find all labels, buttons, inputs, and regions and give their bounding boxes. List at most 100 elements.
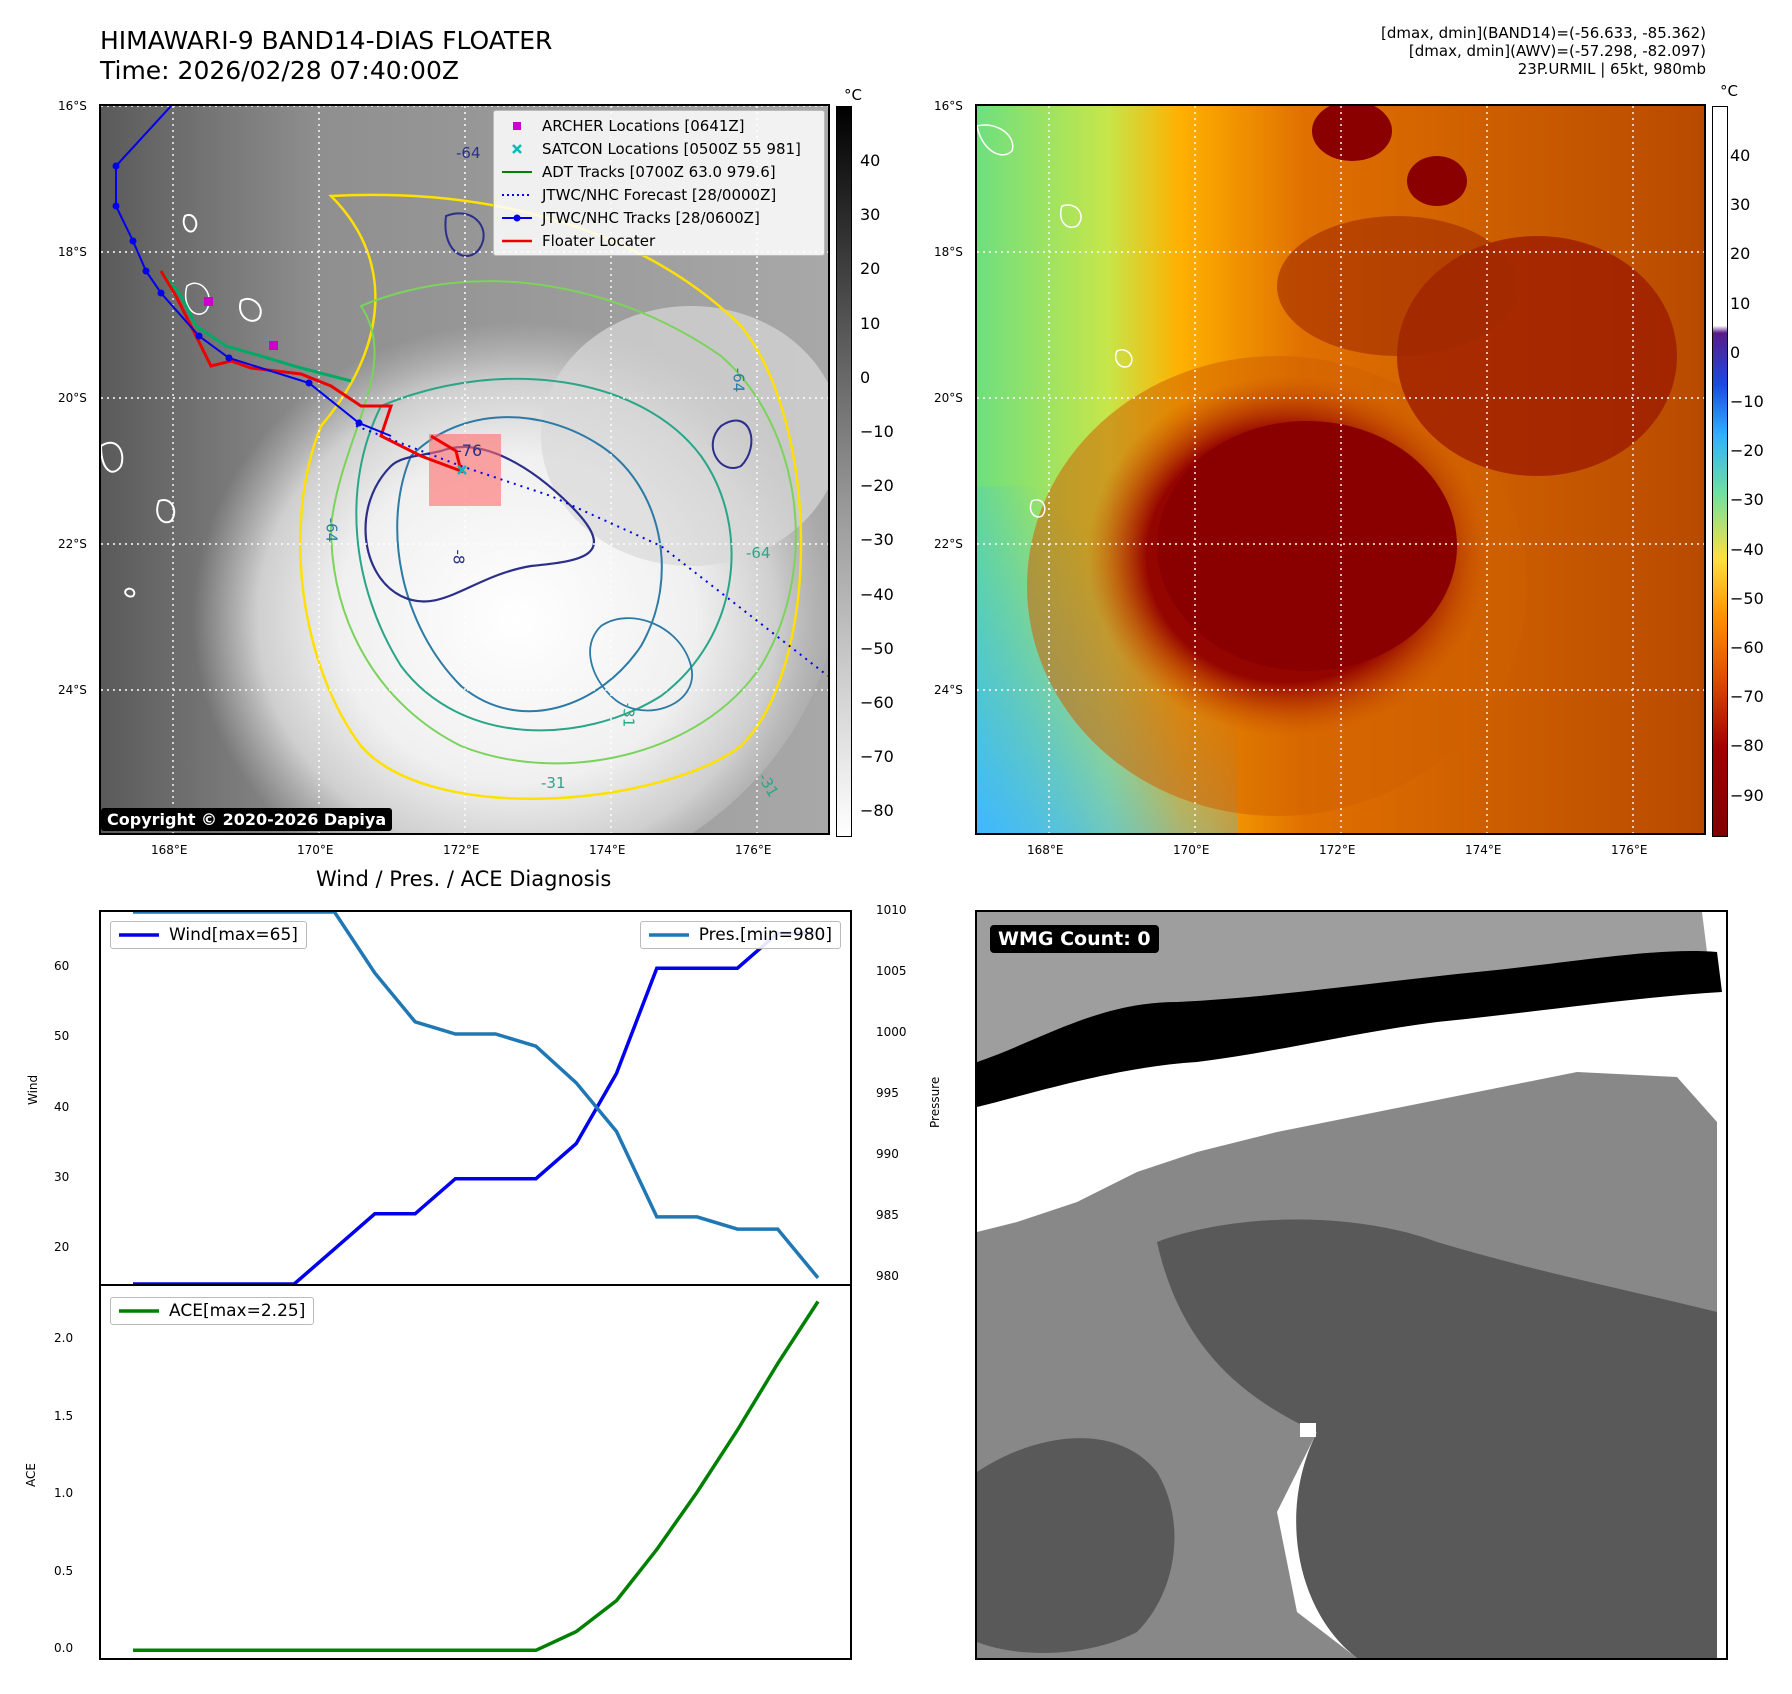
colorbar-tick: −40	[860, 584, 894, 604]
contour-label: -64	[456, 144, 481, 162]
island-outline-r1	[977, 124, 1014, 156]
contour-label: -64	[746, 544, 771, 562]
island-outline-3	[182, 213, 198, 233]
info-line2: [dmax, dmin](AWV)=(-57.298, -82.097)	[1408, 42, 1706, 60]
legend-label: JTWC/NHC Forecast [28/0000Z]	[542, 185, 777, 204]
wmg-region-dark	[1157, 1219, 1717, 1658]
colorbar-unit: °C	[1720, 82, 1738, 100]
contour-label: -64	[322, 517, 341, 543]
wind-tick-label: 60	[54, 959, 70, 974]
colorbar-tick: −30	[1730, 490, 1764, 510]
colorbar-unit: °C	[844, 86, 862, 104]
wmg-region-black	[977, 951, 1722, 1107]
square-marker-icon	[502, 119, 532, 133]
colorbar-tick: −90	[1730, 785, 1764, 805]
jtwc-track-points	[112, 162, 363, 427]
ace-axis-label: ACE	[24, 1463, 38, 1487]
band14-map-panel: -76 -64 -64 -64 -64 -31 -31 -31 -8 ARCHE…	[99, 104, 830, 835]
colorbar-tick: −80	[1730, 736, 1764, 756]
legend-row-floater: Floater Locater	[494, 229, 824, 252]
ace-legend-label: ACE[max=2.25]	[169, 1301, 306, 1321]
island-outline-r4	[1029, 499, 1046, 518]
island-outline-2	[156, 499, 176, 524]
colorbar-tick: −40	[1730, 539, 1764, 559]
legend-label: ADT Tracks [0700Z 63.0 979.6]	[542, 162, 776, 181]
legend-row-adt: ADT Tracks [0700Z 63.0 979.6]	[494, 160, 824, 183]
figure-title: HIMAWARI-9 BAND14-DIAS FLOATER Time: 202…	[100, 26, 552, 86]
title-line1: HIMAWARI-9 BAND14-DIAS FLOATER	[100, 26, 553, 55]
pressure-tick-label: 995	[876, 1085, 899, 1100]
colorbar-tick: 10	[1730, 293, 1751, 313]
copyright-badge: Copyright © 2020-2026 Dapiya	[101, 808, 393, 831]
colorbar-tick: −60	[1730, 638, 1764, 657]
legend-label: JTWC/NHC Tracks [28/0600Z]	[542, 208, 760, 227]
island-outline-4	[184, 282, 210, 315]
pressure-legend: Pres.[min=980]	[639, 921, 841, 949]
awv-gridlines	[977, 106, 1704, 833]
colorbar-tick: −80	[860, 801, 894, 821]
contour-light-green	[329, 280, 797, 765]
ace-tick-label: 2.0	[54, 1331, 74, 1346]
floater-locater-track	[159, 270, 464, 474]
awv-map-svg	[977, 106, 1704, 833]
lat-label: 16°S	[934, 99, 963, 113]
ace-svg	[133, 1300, 820, 1653]
contour-64	[396, 416, 663, 713]
legend-row-forecast: JTWC/NHC Forecast [28/0000Z]	[494, 183, 824, 206]
colorbar-tick: −50	[860, 638, 894, 658]
wind-series-line	[133, 931, 818, 1284]
wind-tick-label: 50	[54, 1029, 70, 1044]
archer-marker-2	[269, 341, 278, 350]
contour-label: -76	[456, 441, 483, 460]
colorbar-tick: −20	[860, 476, 894, 496]
chart-title: Wind / Pres. / ACE Diagnosis	[316, 867, 612, 891]
legend-row-jtwc: JTWC/NHC Tracks [28/0600Z]	[494, 206, 824, 229]
lon-label: 168°E	[151, 843, 188, 857]
legend-row-archer: ARCHER Locations [0641Z]	[494, 114, 824, 137]
wmg-region-dark-sw	[977, 1438, 1175, 1653]
pressure-legend-line-icon	[648, 933, 689, 937]
contour-31-yellow	[298, 193, 803, 800]
ace-tick-label: 0.0	[54, 1641, 74, 1656]
colorbar-tick: 0	[860, 367, 871, 387]
contour-teal	[355, 377, 733, 732]
wind-tick-label: 20	[54, 1239, 70, 1254]
lat-label: 24°S	[934, 683, 963, 697]
colorbar-tick: −70	[1730, 687, 1764, 707]
cell-north-2	[1407, 156, 1467, 206]
pressure-tick-label: 990	[876, 1146, 899, 1161]
ace-series-line	[133, 1300, 820, 1653]
contour-label: -8	[449, 549, 468, 565]
wind-tick-label: 40	[54, 1099, 70, 1114]
lon-label: 174°E	[589, 843, 626, 857]
pressure-tick-label: 1000	[876, 1024, 907, 1039]
lat-label: 18°S	[58, 245, 87, 259]
pressure-axis-label: Pressure	[928, 1076, 942, 1128]
cdo-center	[1157, 421, 1457, 671]
island-outline-5	[239, 298, 262, 322]
lon-label: 176°E	[735, 843, 772, 857]
wind-tick-label: 30	[54, 1169, 70, 1184]
lat-label: 22°S	[934, 537, 963, 551]
legend-label: SATCON Locations [0500Z 55 981]	[542, 139, 801, 158]
colorbar-right	[1712, 106, 1728, 837]
colorbar-tick: −10	[1730, 392, 1764, 411]
ace-tick-label: 1.0	[54, 1486, 74, 1501]
colorbar-tick: 40	[1730, 146, 1751, 165]
colorbar-left	[836, 106, 852, 837]
lat-label: 16°S	[58, 99, 87, 113]
pressure-series-line	[133, 912, 820, 1280]
wind-legend-line-icon	[119, 933, 159, 937]
solid-line-icon	[502, 234, 532, 248]
info-block: [dmax, dmin](BAND14)=(-56.633, -85.362) …	[1381, 24, 1706, 78]
map-legend: ARCHER Locations [0641Z] SATCON Location…	[493, 110, 825, 256]
ace-legend-line-icon	[119, 1309, 159, 1313]
colorbar-tick: −10	[860, 422, 894, 441]
colorbar-tick: 30	[1730, 195, 1751, 215]
colorbar-tick: −60	[860, 693, 894, 712]
archer-marker-1	[204, 297, 213, 306]
dotted-line-icon	[502, 188, 532, 202]
north-band	[1277, 216, 1517, 356]
pressure-legend-label: Pres.[min=980]	[698, 925, 832, 945]
ace-tick-label: 0.5	[54, 1563, 74, 1578]
